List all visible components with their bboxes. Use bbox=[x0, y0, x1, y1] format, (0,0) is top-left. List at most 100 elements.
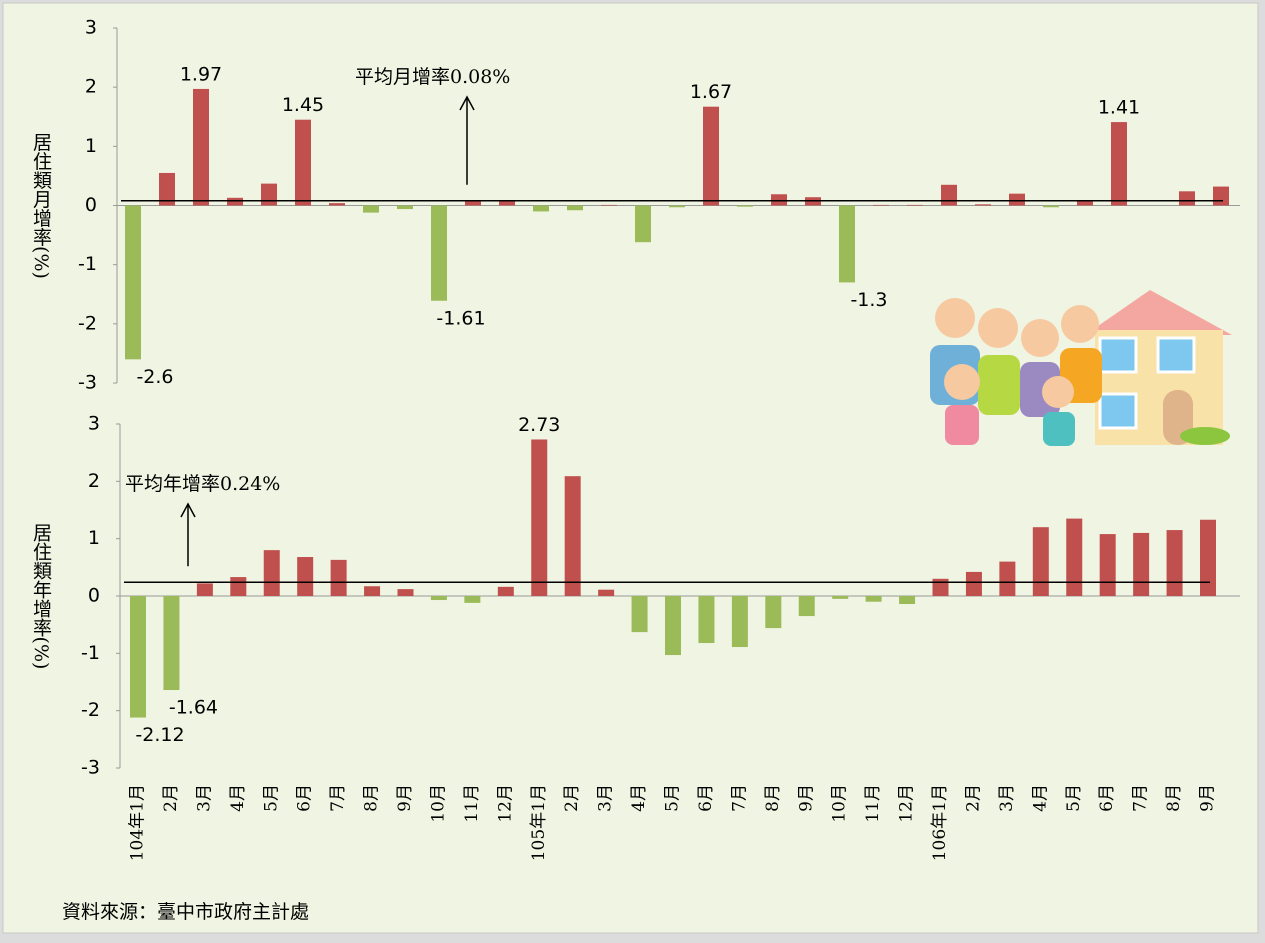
bar bbox=[1009, 193, 1025, 206]
x-tick-label: 12月 bbox=[897, 784, 917, 823]
bar bbox=[631, 596, 648, 633]
y-tick-label: -1 bbox=[81, 642, 100, 664]
bar bbox=[1043, 205, 1059, 208]
x-tick-label: 4月 bbox=[228, 784, 248, 812]
x-tick-label: 11月 bbox=[863, 784, 883, 823]
x-tick-label: 6月 bbox=[696, 784, 716, 812]
bar bbox=[899, 596, 916, 605]
bar bbox=[932, 578, 949, 596]
x-tick-label: 7月 bbox=[1131, 784, 1151, 812]
bar bbox=[329, 203, 345, 206]
bar bbox=[737, 205, 753, 207]
x-tick-label: 3月 bbox=[596, 784, 616, 812]
y-tick-label: 1 bbox=[85, 135, 97, 157]
arrow-head bbox=[459, 95, 475, 111]
bar bbox=[798, 596, 815, 617]
bar bbox=[865, 596, 882, 602]
bar bbox=[635, 205, 651, 243]
bar bbox=[975, 204, 991, 206]
bar bbox=[531, 439, 548, 596]
bar bbox=[430, 596, 447, 601]
y-tick-label: 0 bbox=[88, 585, 100, 607]
y-tick-label: -1 bbox=[78, 253, 97, 275]
bar bbox=[125, 205, 141, 360]
x-tick-label: 9月 bbox=[395, 784, 415, 812]
bar bbox=[230, 577, 247, 596]
x-tick-label: 3月 bbox=[997, 784, 1017, 812]
bar bbox=[873, 204, 889, 206]
bar bbox=[364, 586, 381, 596]
bar bbox=[1213, 186, 1229, 206]
bar bbox=[567, 205, 583, 211]
bar bbox=[163, 596, 180, 691]
y-tick-label: 3 bbox=[88, 413, 100, 435]
arrow-head bbox=[180, 502, 196, 518]
data-label: 1.45 bbox=[282, 94, 324, 116]
x-tick-label: 8月 bbox=[763, 784, 783, 812]
x-tick-label: 2月 bbox=[963, 784, 983, 812]
y-tick-label: 0 bbox=[85, 194, 97, 216]
bar bbox=[431, 205, 447, 301]
x-tick-label: 10月 bbox=[830, 784, 850, 823]
bar bbox=[665, 596, 681, 656]
data-label: -1.3 bbox=[850, 289, 887, 311]
x-tick-label: 2月 bbox=[161, 784, 181, 812]
x-tick-label: 8月 bbox=[362, 784, 382, 812]
y-tick-label: 2 bbox=[88, 470, 100, 492]
x-tick-label: 6月 bbox=[295, 784, 315, 812]
bar bbox=[295, 119, 311, 206]
data-label: 1.67 bbox=[690, 81, 732, 103]
bar bbox=[1133, 532, 1150, 596]
y-tick-label: 1 bbox=[88, 527, 100, 549]
bar bbox=[765, 596, 782, 629]
data-label: -2.12 bbox=[135, 724, 184, 746]
bar bbox=[1099, 534, 1116, 596]
bar bbox=[1077, 200, 1093, 206]
bar bbox=[497, 586, 514, 596]
x-tick-label: 9月 bbox=[796, 784, 816, 812]
x-tick-label: 5月 bbox=[1064, 784, 1084, 812]
bar bbox=[130, 596, 146, 718]
data-label: 1.97 bbox=[180, 63, 222, 85]
bar bbox=[533, 205, 549, 212]
bar bbox=[598, 589, 615, 596]
bar bbox=[196, 583, 213, 596]
data-label: 1.41 bbox=[1098, 97, 1140, 119]
x-tick-label: 9月 bbox=[1198, 784, 1218, 812]
bar bbox=[1111, 122, 1127, 206]
bar bbox=[1200, 519, 1216, 596]
bar bbox=[907, 204, 923, 206]
bar bbox=[263, 550, 280, 596]
bar bbox=[771, 194, 787, 206]
x-tick-label: 10月 bbox=[428, 784, 448, 823]
bar bbox=[330, 559, 347, 596]
y-tick-label: -2 bbox=[78, 312, 97, 334]
bar bbox=[698, 596, 715, 644]
x-tick-label: 3月 bbox=[194, 784, 214, 812]
bar bbox=[297, 557, 314, 596]
bar bbox=[703, 106, 719, 206]
annotation: 平均年增率0.24% bbox=[125, 473, 280, 495]
data-label: -1.61 bbox=[436, 307, 485, 329]
y-tick-label: -3 bbox=[81, 757, 100, 779]
x-tick-label: 6月 bbox=[1097, 784, 1117, 812]
bar bbox=[261, 183, 277, 206]
x-tick-label: 2月 bbox=[562, 784, 582, 812]
data-label: -1.64 bbox=[169, 697, 218, 719]
x-tick-label: 105年1月 bbox=[529, 784, 549, 861]
bar bbox=[669, 205, 685, 208]
bar bbox=[965, 571, 982, 596]
data-label: -2.6 bbox=[136, 366, 173, 388]
x-tick-label: 106年1月 bbox=[930, 784, 950, 861]
bar bbox=[363, 205, 379, 213]
bar bbox=[397, 205, 413, 210]
bar bbox=[465, 201, 481, 206]
x-tick-label: 5月 bbox=[663, 784, 683, 812]
bar bbox=[464, 596, 481, 603]
house-illustration bbox=[930, 290, 1232, 446]
x-tick-label: 4月 bbox=[1030, 784, 1050, 812]
x-tick-label: 4月 bbox=[629, 784, 649, 812]
y-axis-label: 居住類月增率(%) bbox=[30, 132, 52, 279]
